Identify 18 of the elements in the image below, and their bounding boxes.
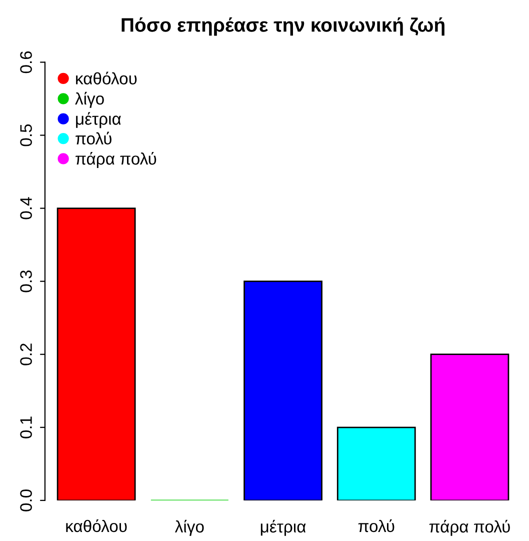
legend-label: πολύ: [76, 132, 112, 145]
y-tick-label: 0.3: [20, 270, 32, 292]
x-tick-label: πολύ: [358, 519, 394, 532]
x-tick-label: καθόλου: [66, 519, 127, 532]
chart-title: Πόσο επηρέασε την κοινωνική ζωή: [122, 17, 444, 36]
legend-label: μέτρια: [76, 112, 121, 128]
legend-label: καθόλου: [76, 72, 137, 84]
x-tick-label: λίγο: [174, 520, 204, 536]
y-tick-label: 0.2: [20, 344, 32, 366]
y-tick-label: 0.5: [20, 124, 32, 146]
text: 0.0: [20, 489, 32, 512]
y-tick-label: 0.4: [20, 197, 32, 220]
x-tick-label: πάρα πολύ: [429, 520, 510, 536]
y-tick-label: 0.1: [20, 416, 32, 438]
legend-label: λίγο: [75, 92, 104, 108]
x-tick-label: μέτρια: [260, 520, 306, 536]
y-tick-label: 0.6: [20, 51, 32, 74]
legend-label: πάρα πολύ: [76, 152, 156, 168]
